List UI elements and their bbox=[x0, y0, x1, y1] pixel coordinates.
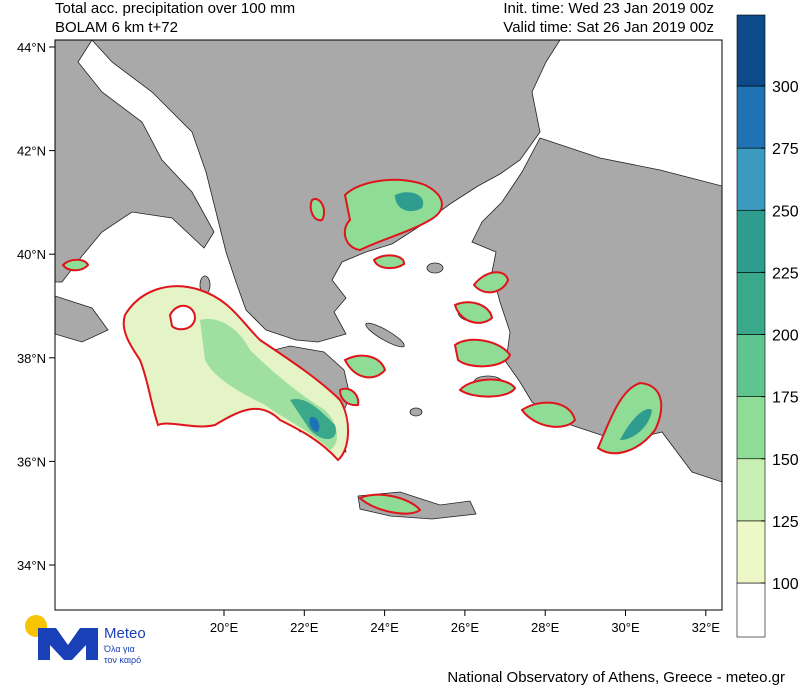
map-frame bbox=[54, 39, 723, 611]
colorbar-label: 175 bbox=[772, 390, 799, 407]
logo: Meteo Όλα για τον καιρό bbox=[25, 615, 146, 665]
colorbar-segment bbox=[736, 396, 766, 460]
colorbar: 100 125 150 175 200 225 250 275 300 bbox=[736, 14, 799, 638]
colorbar-segment bbox=[736, 14, 766, 87]
colorbar-label: 300 bbox=[772, 79, 799, 96]
lon-label: 26°E bbox=[451, 620, 480, 635]
calabria bbox=[55, 295, 109, 343]
colorbar-label: 225 bbox=[772, 265, 799, 282]
island bbox=[426, 262, 444, 274]
footer: National Observatory of Athens, Greece -… bbox=[447, 669, 785, 686]
colorbar-label: 250 bbox=[772, 203, 799, 220]
colorbar-segment bbox=[736, 209, 766, 273]
island bbox=[409, 407, 423, 417]
lat-label: 34°N bbox=[17, 558, 46, 573]
balkans bbox=[91, 40, 561, 343]
map-axes: 44°N 42°N 40°N 38°N 36°N 34°N 20°E 22°E 24°E 26°E… bbox=[17, 40, 720, 635]
logo-tagline: Όλα για bbox=[103, 644, 135, 654]
colorbar-segment bbox=[736, 458, 766, 522]
colorbar-label: 125 bbox=[772, 514, 799, 531]
logo-tagline: τον καιρό bbox=[104, 655, 141, 665]
init-time: Init. time: Wed 23 Jan 2019 00z bbox=[503, 0, 714, 17]
lon-label: 28°E bbox=[531, 620, 560, 635]
colorbar-label: 100 bbox=[772, 576, 799, 593]
lon-label: 30°E bbox=[611, 620, 640, 635]
colorbar-segment bbox=[736, 334, 766, 397]
colorbar-segment bbox=[736, 520, 766, 584]
lat-label: 42°N bbox=[17, 144, 46, 159]
island bbox=[365, 322, 405, 348]
lon-label: 20°E bbox=[210, 620, 239, 635]
colorbar-segment bbox=[736, 272, 766, 335]
model-label: BOLAM 6 km t+72 bbox=[55, 19, 178, 36]
colorbar-segment bbox=[736, 85, 766, 149]
lon-label: 32°E bbox=[692, 620, 721, 635]
lat-label: 44°N bbox=[17, 40, 46, 55]
map-title: Total acc. precipitation over 100 mm bbox=[55, 0, 295, 17]
colorbar-label: 275 bbox=[772, 141, 799, 158]
lon-label: 24°E bbox=[370, 620, 399, 635]
colorbar-label: 200 bbox=[772, 328, 799, 345]
precipitation bbox=[61, 178, 663, 515]
logo-mark bbox=[38, 628, 98, 660]
lat-label: 36°N bbox=[17, 454, 46, 469]
valid-time: Valid time: Sat 26 Jan 2019 00z bbox=[503, 19, 714, 36]
lon-label: 22°E bbox=[290, 620, 319, 635]
lat-label: 38°N bbox=[17, 351, 46, 366]
map: 44°N 42°N 40°N 38°N 36°N 34°N 20°E 22°E 24°E 26°E… bbox=[17, 39, 723, 635]
colorbar-segment bbox=[736, 147, 766, 211]
colorbar-segment bbox=[736, 582, 766, 638]
colorbar-label: 150 bbox=[772, 452, 799, 469]
lat-label: 40°N bbox=[17, 247, 46, 262]
logo-name: Meteo bbox=[104, 625, 146, 642]
